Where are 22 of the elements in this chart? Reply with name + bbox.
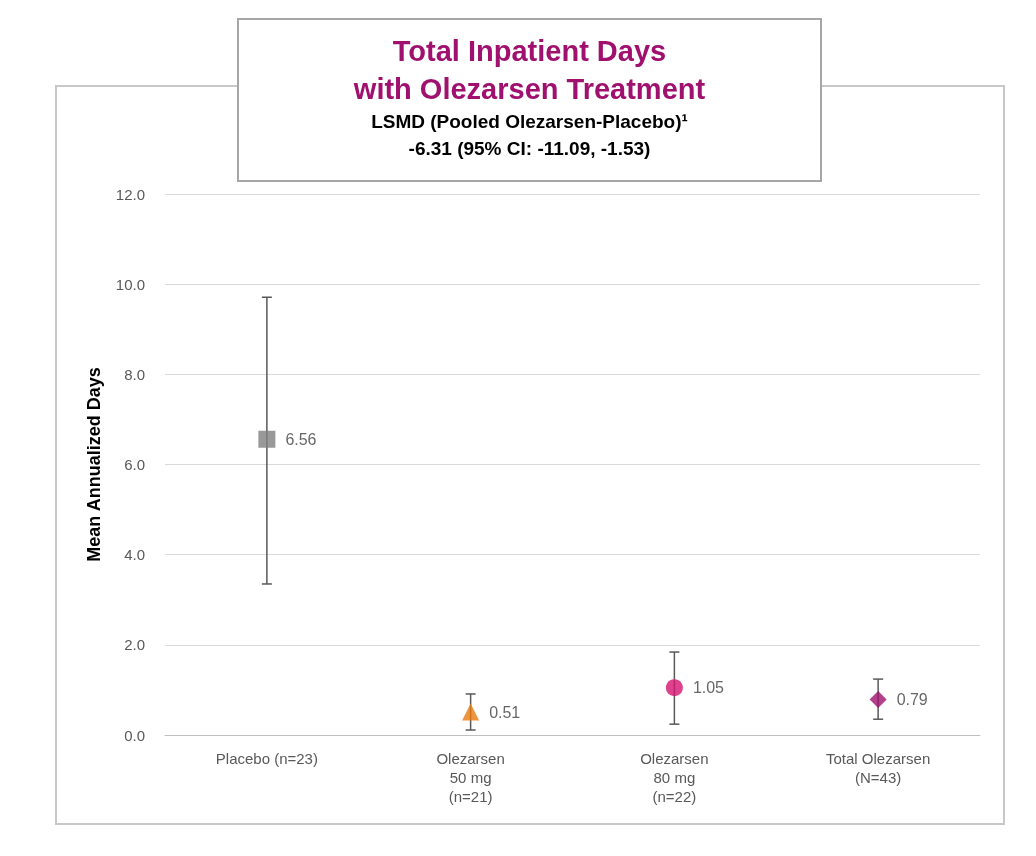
- x-tick-label: Olezarsen 50 mg (n=21): [436, 750, 505, 805]
- y-tick-label: 4.0: [124, 546, 145, 564]
- y-tick-label: 2.0: [124, 636, 145, 654]
- x-tick-label: Olezarsen 80 mg (n=22): [640, 750, 709, 805]
- data-label: 0.51: [489, 703, 521, 721]
- chart-subtitle: LSMD (Pooled Olezarsen-Placebo)¹ -6.31 (95% CI: -11.09, -1.53): [370, 110, 689, 161]
- point: [258, 430, 276, 448]
- y-tick-label: 0.0: [124, 726, 145, 744]
- y-axis-title: Mean Annualized Days: [84, 367, 104, 562]
- point: [665, 679, 683, 697]
- y-tick-label: 6.0: [124, 456, 145, 473]
- chart-title: Total Inpatient Days with Olezarsen Treatment: [352, 34, 707, 107]
- point: [462, 703, 480, 721]
- x-tick-label: Total Olezarsen (N=43): [826, 750, 931, 786]
- x-tick-label: Placebo (n=23): [215, 750, 318, 767]
- point: [869, 690, 887, 708]
- y-tick-label: 8.0: [124, 365, 145, 383]
- data-label: 0.79: [896, 690, 928, 708]
- data-label: 6.56: [285, 430, 317, 448]
- y-tick-label: 12.0: [115, 185, 145, 203]
- data-label: 1.05: [692, 679, 725, 697]
- y-tick-label: 10.0: [115, 275, 145, 293]
